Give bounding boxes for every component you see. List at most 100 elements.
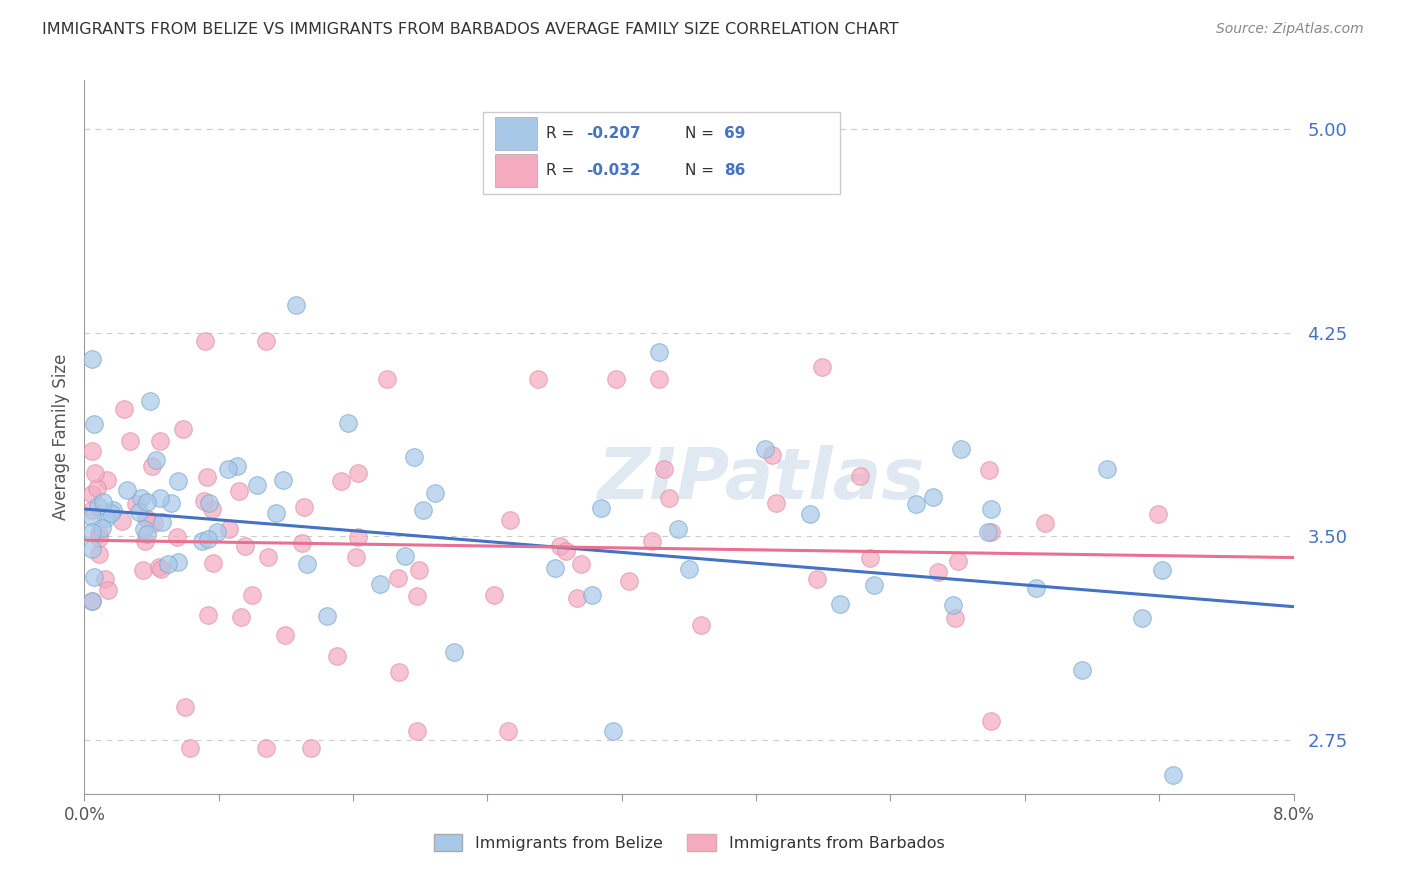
Point [97, 582, 120, 597]
Point [217, 461, 239, 475]
Point [754, 442, 776, 457]
Text: IMMIGRANTS FROM BELIZE VS IMMIGRANTS FROM BARBADOS AVERAGE FAMILY SIZE CORRELATI: IMMIGRANTS FROM BELIZE VS IMMIGRANTS FRO… [42, 22, 898, 37]
Point [143, 516, 166, 530]
Point [87, 547, 110, 561]
Point [129, 491, 152, 505]
Point [291, 536, 314, 550]
Point [83, 570, 105, 584]
Point [652, 462, 675, 476]
FancyBboxPatch shape [484, 112, 841, 194]
Point [765, 496, 787, 510]
Text: -0.032: -0.032 [586, 163, 641, 178]
Point [1152, 563, 1174, 577]
Point [337, 416, 360, 430]
Point [950, 442, 973, 457]
Point [658, 491, 681, 505]
Point [96, 474, 118, 488]
Point [226, 458, 249, 473]
Point [849, 469, 872, 483]
Point [329, 474, 352, 488]
Point [863, 578, 886, 592]
Point [1161, 768, 1184, 782]
Point [86, 482, 108, 496]
Point [218, 523, 240, 537]
Point [980, 524, 1002, 539]
Point [264, 506, 287, 520]
Point [581, 588, 603, 602]
Legend: Immigrants from Belize, Immigrants from Barbados: Immigrants from Belize, Immigrants from … [427, 828, 950, 857]
Point [273, 473, 295, 487]
Point [157, 557, 180, 571]
Point [134, 522, 156, 536]
Point [118, 434, 141, 449]
Point [254, 334, 277, 348]
Point [149, 434, 172, 449]
FancyBboxPatch shape [495, 154, 537, 187]
Point [942, 598, 965, 612]
Point [149, 491, 172, 505]
Point [1095, 462, 1118, 476]
Text: R =: R = [547, 127, 579, 141]
Point [904, 497, 927, 511]
Text: 69: 69 [724, 127, 745, 141]
Point [94, 572, 117, 586]
Point [80, 524, 103, 539]
Point [527, 372, 550, 386]
Point [406, 589, 429, 603]
Point [100, 507, 122, 521]
Point [90, 520, 112, 534]
Point [150, 515, 173, 529]
Point [83, 417, 105, 432]
Point [141, 458, 163, 473]
Point [198, 495, 221, 509]
Point [139, 394, 162, 409]
Point [412, 502, 434, 516]
Point [299, 740, 322, 755]
Point [91, 495, 114, 509]
Point [257, 550, 280, 565]
Point [943, 610, 966, 624]
Point [112, 402, 135, 417]
Point [544, 560, 567, 574]
Point [977, 525, 1000, 540]
Point [285, 298, 308, 312]
Point [96, 511, 118, 525]
Point [166, 474, 188, 488]
Point [80, 510, 103, 524]
Point [482, 588, 505, 602]
Point [292, 500, 315, 515]
Point [344, 549, 367, 564]
Point [80, 503, 103, 517]
Point [648, 344, 671, 359]
Point [979, 463, 1001, 477]
Point [197, 608, 219, 623]
Point [388, 665, 411, 679]
Point [174, 700, 197, 714]
Point [1025, 581, 1047, 595]
Point [980, 714, 1002, 728]
Point [80, 352, 103, 367]
Point [87, 499, 110, 513]
Point [150, 562, 173, 576]
Point [799, 508, 821, 522]
Point [80, 594, 103, 608]
Point [111, 514, 134, 528]
Point [569, 557, 592, 571]
Point [132, 563, 155, 577]
Point [87, 527, 110, 541]
Point [550, 539, 572, 553]
Point [859, 550, 882, 565]
Point [134, 533, 156, 548]
Point [84, 466, 107, 480]
Point [690, 617, 713, 632]
Point [498, 513, 520, 527]
Point [666, 522, 689, 536]
Point [496, 724, 519, 739]
Point [678, 562, 700, 576]
Point [80, 486, 103, 500]
Text: N =: N = [685, 127, 720, 141]
Point [135, 495, 157, 509]
Point [87, 531, 110, 545]
Point [316, 609, 339, 624]
Point [394, 549, 416, 563]
